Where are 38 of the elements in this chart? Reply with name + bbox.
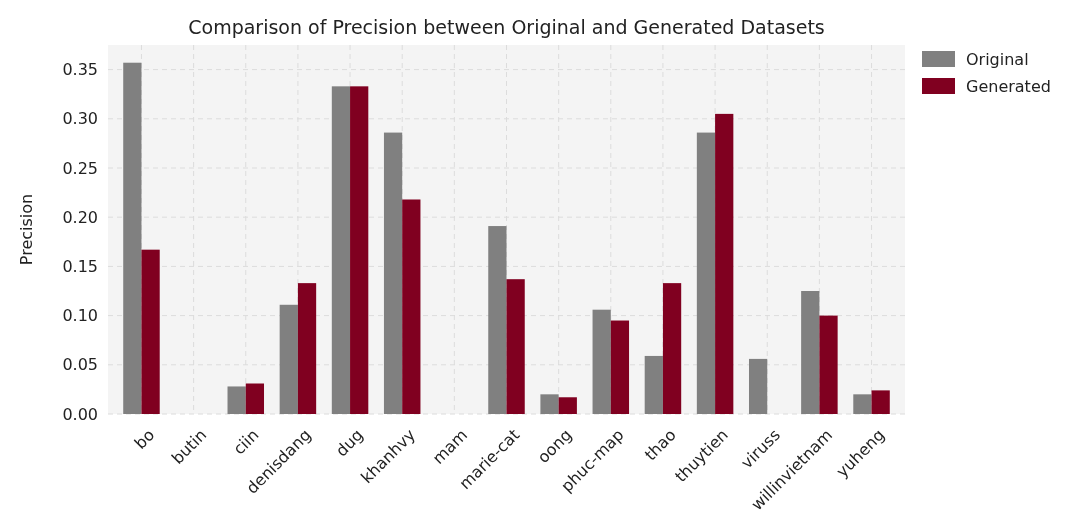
bar [331, 86, 351, 414]
y-tick-label: 0.10 [62, 306, 98, 326]
bar [662, 283, 682, 414]
y-tick-label: 0.15 [62, 257, 98, 276]
legend-label: Original [966, 49, 1029, 69]
bar [350, 86, 369, 414]
y-tick-label: 0.25 [62, 158, 98, 178]
bar [871, 390, 890, 414]
bar [696, 132, 716, 414]
bar [123, 62, 142, 414]
bar [227, 386, 246, 414]
y-tick-label: 0.05 [62, 355, 98, 375]
bar [853, 394, 872, 414]
x-tick-label: bo [130, 425, 159, 453]
bar [540, 394, 559, 414]
y-tick-label: 0.30 [62, 109, 98, 129]
bar [488, 226, 507, 414]
y-tick-label: 0.00 [62, 404, 98, 424]
y-tick-label: 0.20 [62, 207, 98, 227]
bar [610, 320, 630, 414]
bar [819, 315, 838, 414]
bar [715, 113, 734, 414]
bar [558, 397, 577, 414]
bar [141, 249, 160, 414]
y-axis-title: Precision [17, 193, 36, 266]
bar [592, 309, 611, 414]
legend-label: Generated [966, 76, 1051, 96]
bar [506, 279, 525, 414]
bar [402, 199, 421, 414]
bar [748, 358, 768, 414]
bar [279, 304, 298, 414]
chart-title: Comparison of Precision between Original and Generated Datasets [188, 16, 825, 38]
bar [245, 383, 265, 414]
bar [644, 355, 663, 414]
bar [801, 291, 820, 414]
y-tick-label: 0.35 [62, 60, 98, 80]
bar [297, 283, 317, 414]
bar [383, 132, 403, 414]
